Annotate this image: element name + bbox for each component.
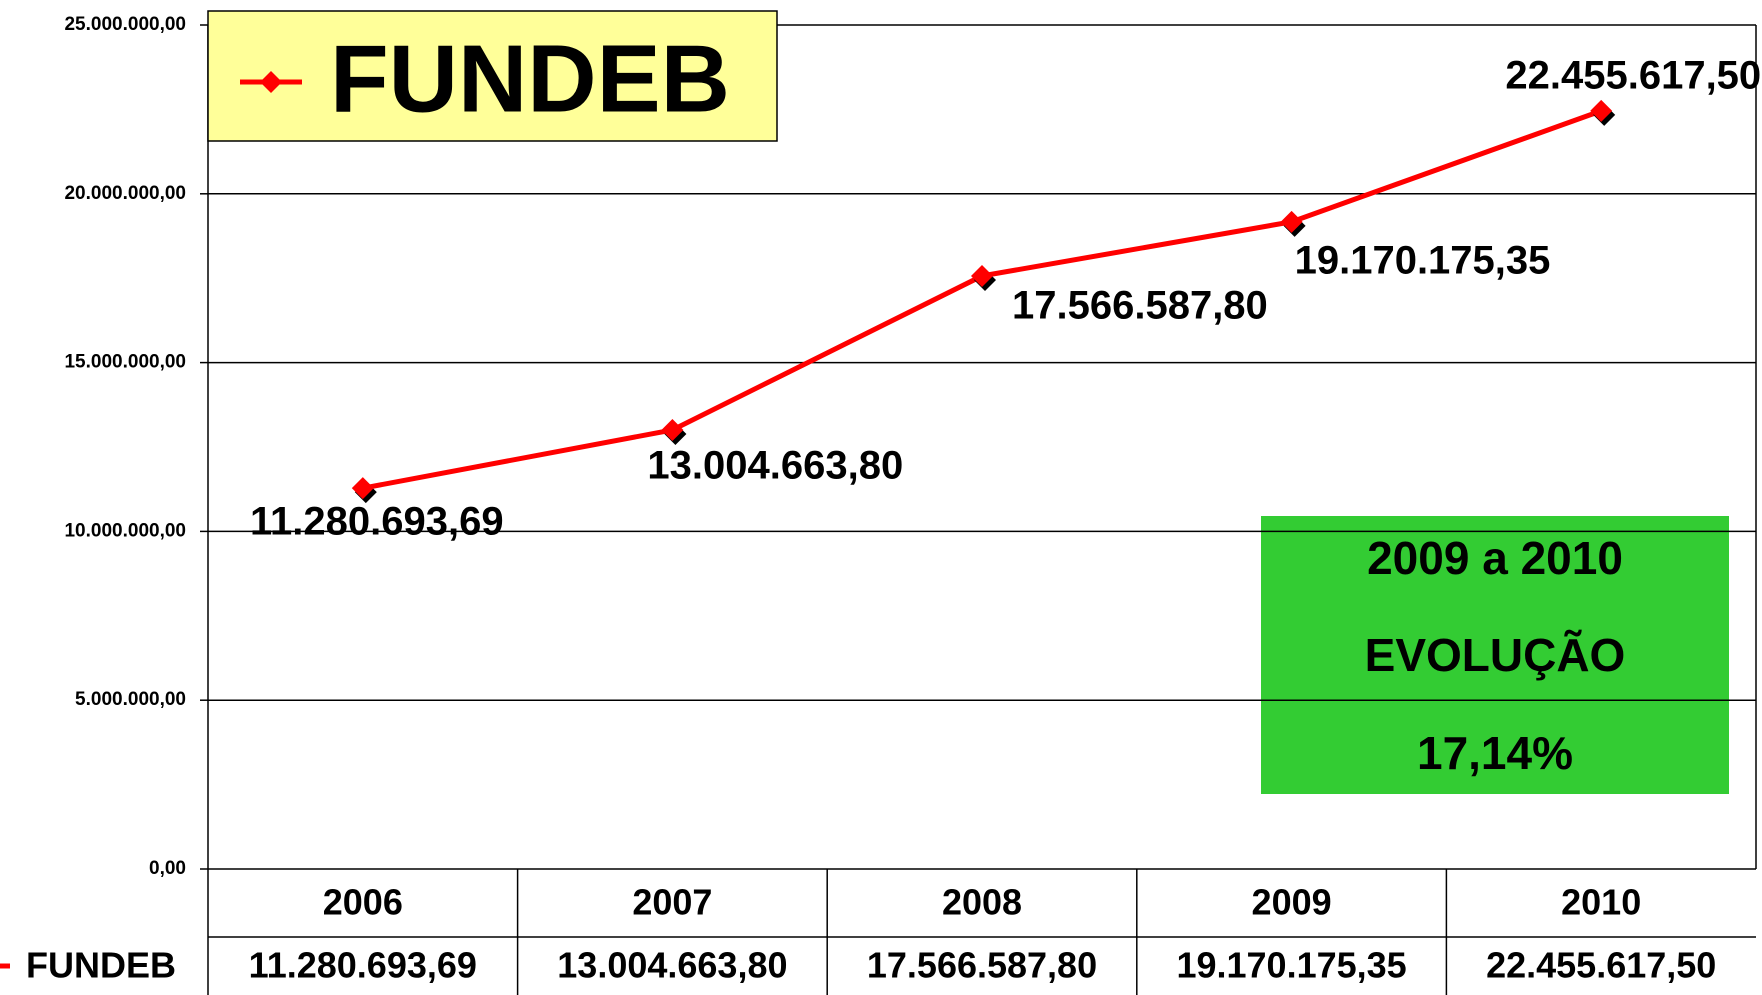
marker	[661, 418, 684, 441]
legend-label: FUNDEB	[330, 25, 730, 132]
table-value: 22.455.617,50	[1486, 945, 1716, 986]
marker	[1590, 99, 1613, 122]
data-label: 13.004.663,80	[647, 444, 903, 488]
annotation-box	[1261, 516, 1729, 794]
y-tick-label: 20.000.000,00	[64, 183, 186, 204]
y-tick-label: 5.000.000,00	[75, 689, 186, 710]
annotation: EVOLUÇÃO	[1365, 629, 1626, 681]
x-tick-label: 2006	[323, 882, 403, 923]
table-value: 13.004.663,80	[557, 945, 787, 986]
legend-marker	[260, 71, 282, 93]
x-tick-label: 2010	[1561, 882, 1641, 923]
annotation: 17,14%	[1417, 727, 1573, 779]
marker	[971, 264, 993, 287]
y-tick-label: 25.000.000,00	[64, 14, 186, 35]
x-tick-label: 2007	[632, 882, 712, 923]
series-line	[362, 108, 1603, 491]
data-label: 11.280.693,69	[250, 500, 504, 544]
annotation: 2009 a 2010	[1367, 532, 1623, 584]
data-label: 22.455.617,50	[1505, 53, 1761, 97]
table-series-label: FUNDEB	[26, 945, 176, 986]
y-tick-label: 0,00	[149, 858, 186, 879]
data-label: 17.566.587,80	[1012, 284, 1268, 328]
data-label: 19.170.175,35	[1295, 238, 1551, 282]
marker	[351, 477, 374, 500]
table-value: 19.170.175,35	[1176, 945, 1406, 986]
table-value: 11.280.693,69	[249, 945, 477, 986]
y-tick-label: 10.000.000,00	[64, 520, 186, 541]
y-tick-label: 15.000.000,00	[64, 352, 186, 373]
table-value: 17.566.587,80	[867, 945, 1097, 986]
legend-box	[207, 10, 778, 142]
marker	[1280, 210, 1303, 233]
x-tick-label: 2008	[942, 882, 1022, 923]
x-tick-label: 2009	[1252, 882, 1332, 923]
